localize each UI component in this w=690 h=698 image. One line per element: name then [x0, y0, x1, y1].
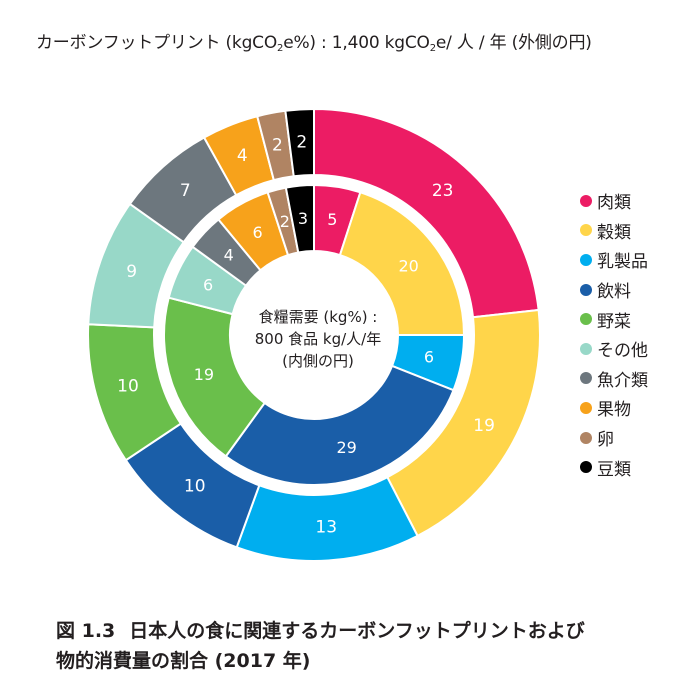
outer-label-3: 10	[184, 477, 206, 497]
caption-line-2: 物的消費量の割合 (2017 年)	[56, 650, 311, 672]
inner-label-3: 29	[336, 438, 356, 457]
inner-label-9: 3	[298, 209, 308, 228]
center-label-line-0: 食糧需要 (kg%) :	[259, 308, 378, 326]
inner-label-8: 2	[280, 212, 290, 231]
legend-item-1: 穀類	[580, 216, 648, 246]
outer-label-1: 19	[473, 416, 495, 436]
legend-swatch	[580, 283, 592, 296]
outer-label-7: 4	[237, 146, 248, 166]
legend-item-9: 豆類	[580, 452, 648, 482]
legend-swatch	[580, 253, 592, 266]
outer-slice-9	[284, 107, 315, 178]
legend-item-0: 肉類	[580, 186, 648, 216]
outer-label-9: 2	[296, 132, 307, 152]
center-label-line-1: 800 食品 kg/人/年	[255, 330, 381, 348]
legend-label: 肉類	[597, 193, 631, 214]
legend-label: 豆類	[597, 459, 631, 480]
inner-label-5: 6	[203, 276, 213, 295]
legend-item-2: 乳製品	[580, 245, 648, 275]
legend-swatch	[580, 372, 592, 385]
inner-label-4: 19	[194, 365, 214, 384]
inner-label-7: 6	[253, 223, 263, 242]
legend-swatch	[580, 224, 592, 237]
inner-slice-1	[338, 191, 466, 336]
legend-item-4: 野菜	[580, 304, 648, 334]
inner-slice-3	[224, 364, 455, 486]
legend-label: 乳製品	[597, 252, 648, 273]
legend-label: 飲料	[597, 282, 631, 303]
legend-label: 果物	[597, 400, 631, 421]
legend-item-3: 飲料	[580, 275, 648, 305]
center-label-line-2: (内側の円)	[282, 352, 354, 370]
legend-label: 卵	[597, 430, 614, 451]
inner-label-0: 5	[327, 210, 337, 229]
outer-label-4: 10	[117, 376, 139, 396]
legend-item-5: その他	[580, 334, 648, 364]
legend-swatch	[580, 194, 592, 207]
center-label-group: 食糧需要 (kg%) : 800 食品 kg/人/年 (内側の円)	[255, 308, 381, 370]
caption-line-1: 日本人の食に関連するカーボンフットプリントおよび	[129, 620, 585, 642]
inner-label-2: 6	[424, 347, 434, 366]
outer-label-2: 13	[315, 518, 337, 538]
legend-swatch	[580, 401, 592, 414]
outer-label-5: 9	[126, 262, 137, 282]
legend-item-6: 魚介類	[580, 364, 648, 394]
outer-label-0: 23	[432, 181, 454, 201]
figure-number: 図 1.3	[56, 620, 116, 642]
chart-title: カーボンフットプリント (kgCO2e%) : 1,400 kgCO2e/ 人 …	[36, 33, 592, 54]
legend-label: 野菜	[597, 311, 631, 332]
figure-caption: 図 1.3 日本人の食に関連するカーボンフットプリントおよび 物的消費量の割合 (…	[56, 616, 585, 676]
outer-label-8: 2	[272, 135, 283, 155]
legend-item-7: 果物	[580, 393, 648, 423]
inner-label-6: 4	[224, 245, 234, 264]
legend-swatch	[580, 342, 592, 355]
legend-label: 穀類	[597, 222, 631, 243]
legend-swatch	[580, 431, 592, 444]
legend-swatch	[580, 313, 592, 326]
outer-label-6: 7	[180, 181, 191, 201]
inner-slice-9	[284, 183, 315, 254]
legend-item-8: 卵	[580, 423, 648, 453]
legend-swatch	[580, 461, 592, 474]
legend: 肉類穀類乳製品飲料野菜その他魚介類果物卵豆類	[580, 186, 648, 482]
legend-label: その他	[597, 341, 648, 362]
inner-label-1: 20	[398, 257, 418, 276]
legend-label: 魚介類	[597, 370, 648, 391]
